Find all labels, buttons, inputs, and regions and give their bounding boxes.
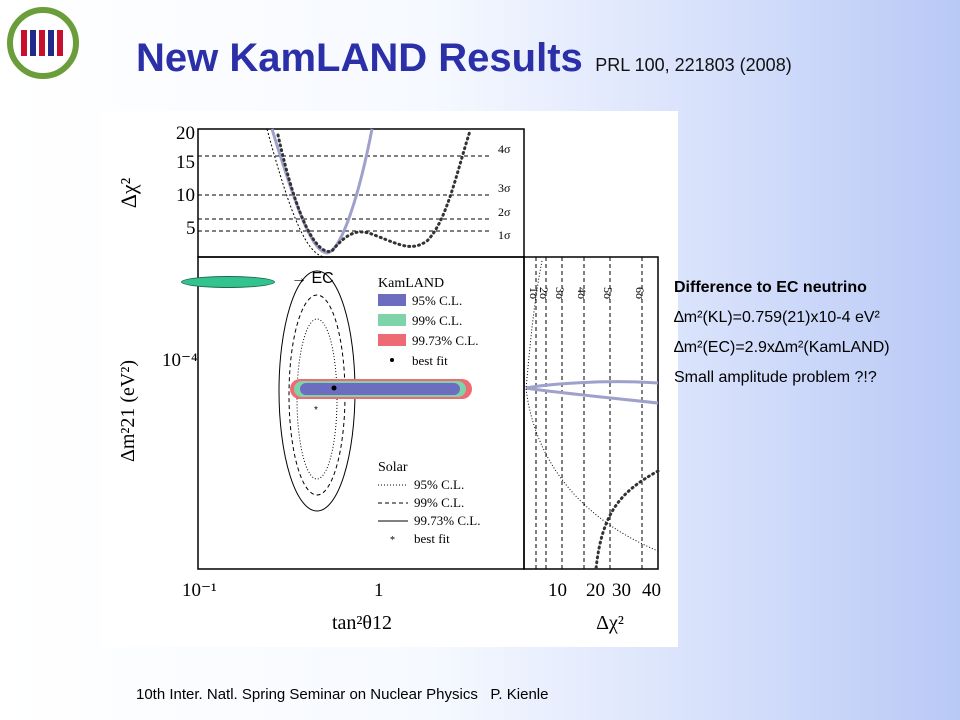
legend-solar-title: Solar <box>378 460 408 475</box>
right-sigma-label: 4σ <box>575 287 589 300</box>
main-ylabel: Δm²21 (eV²) <box>117 360 139 462</box>
sigma-label: 2σ <box>498 205 511 219</box>
right-sigma-label: 1σ <box>527 287 541 300</box>
kamland-contour-95 <box>300 383 460 395</box>
note-line: ∆m²(EC)=2.9x∆m²(KamLAND) <box>674 339 890 356</box>
kamland-chi2-curve <box>270 128 374 255</box>
slide-footer: 10th Inter. Natl. Spring Seminar on Nucl… <box>136 686 548 703</box>
legend-star-marker: * <box>390 535 395 546</box>
legend-best-fit-marker <box>390 358 394 362</box>
right-sigma-label: 5σ <box>601 287 615 300</box>
sigma-label: 1σ <box>498 228 511 242</box>
slide-title: New KamLAND Results PRL 100, 221803 (200… <box>136 36 792 81</box>
ec-region-marker <box>181 276 275 288</box>
legend-item: 99.73% C.L. <box>412 333 478 348</box>
smi-logo <box>6 6 80 80</box>
legend-swatch-9973 <box>378 334 406 346</box>
legend-item: 99.73% C.L. <box>414 513 480 528</box>
legend-item: best fit <box>412 353 448 368</box>
legend-kamland-title: KamLAND <box>378 276 444 291</box>
right-xtick: 20 <box>586 580 605 601</box>
right-xtick: 40 <box>642 580 661 601</box>
top-ytick: 10 <box>176 185 195 206</box>
legend-item: 95% C.L. <box>414 477 464 492</box>
top-panel-frame <box>197 128 525 258</box>
right-sigma-label: 2σ <box>537 287 551 300</box>
right-xtick: 10 <box>548 580 567 601</box>
sigma-label: 4σ <box>498 142 511 156</box>
legend-item: 99% C.L. <box>414 495 464 510</box>
legend-swatch-95 <box>378 294 406 306</box>
legend-swatch-99 <box>378 314 406 326</box>
top-ylabel: Δχ² <box>116 177 141 208</box>
main-xtick: 10⁻¹ <box>182 580 217 601</box>
right-panel-frame <box>523 256 659 570</box>
note-line: ∆m²(KL)=0.759(21)x10-4 eV² <box>674 309 880 326</box>
top-ytick: 20 <box>176 123 195 144</box>
title-reference: PRL 100, 221803 (2008) <box>595 55 792 75</box>
top-ytick: 5 <box>186 218 196 239</box>
solar-best-fit: * <box>314 405 318 416</box>
note-heading: Difference to EC neutrino <box>674 279 867 296</box>
solar-chi2-curve <box>266 128 325 258</box>
right-sigma-label: 3σ <box>553 287 567 300</box>
combined-chi2-curve <box>276 129 472 253</box>
right-solar-curve <box>525 260 659 552</box>
right-combined-curve <box>594 469 660 571</box>
top-ytick: 15 <box>176 152 195 173</box>
legend-item: best fit <box>414 531 450 546</box>
right-kamland-curve <box>525 380 659 405</box>
main-xlabel: tan²θ12 <box>332 612 392 634</box>
legend-item: 99% C.L. <box>412 313 462 328</box>
kamland-figure: 20 15 10 5 Δχ² 4σ 3σ 2σ 1σ * KamLAND 95%… <box>102 111 678 647</box>
footer-text: 10th Inter. Natl. Spring Seminar on Nucl… <box>136 686 478 703</box>
sigma-label: 3σ <box>498 181 511 195</box>
right-xtick: 30 <box>612 580 631 601</box>
right-sigma-label: 6σ <box>633 287 647 300</box>
main-xtick: 1 <box>374 580 384 601</box>
footer-author: P. Kienle <box>490 686 549 703</box>
note-line: Small amplitude problem ?!? <box>674 369 877 386</box>
ec-label: → EC <box>291 270 334 287</box>
figure-plot: 20 15 10 5 Δχ² 4σ 3σ 2σ 1σ * KamLAND 95%… <box>116 123 661 634</box>
title-text: New KamLAND Results <box>136 36 583 80</box>
notes-block: Difference to EC neutrino ∆m²(KL)=0.759(… <box>674 276 890 396</box>
kamland-best-fit <box>331 385 337 391</box>
main-ytick: 10⁻⁴ <box>162 350 198 371</box>
right-xlabel: Δχ² <box>596 612 624 634</box>
legend-item: 95% C.L. <box>412 293 462 308</box>
